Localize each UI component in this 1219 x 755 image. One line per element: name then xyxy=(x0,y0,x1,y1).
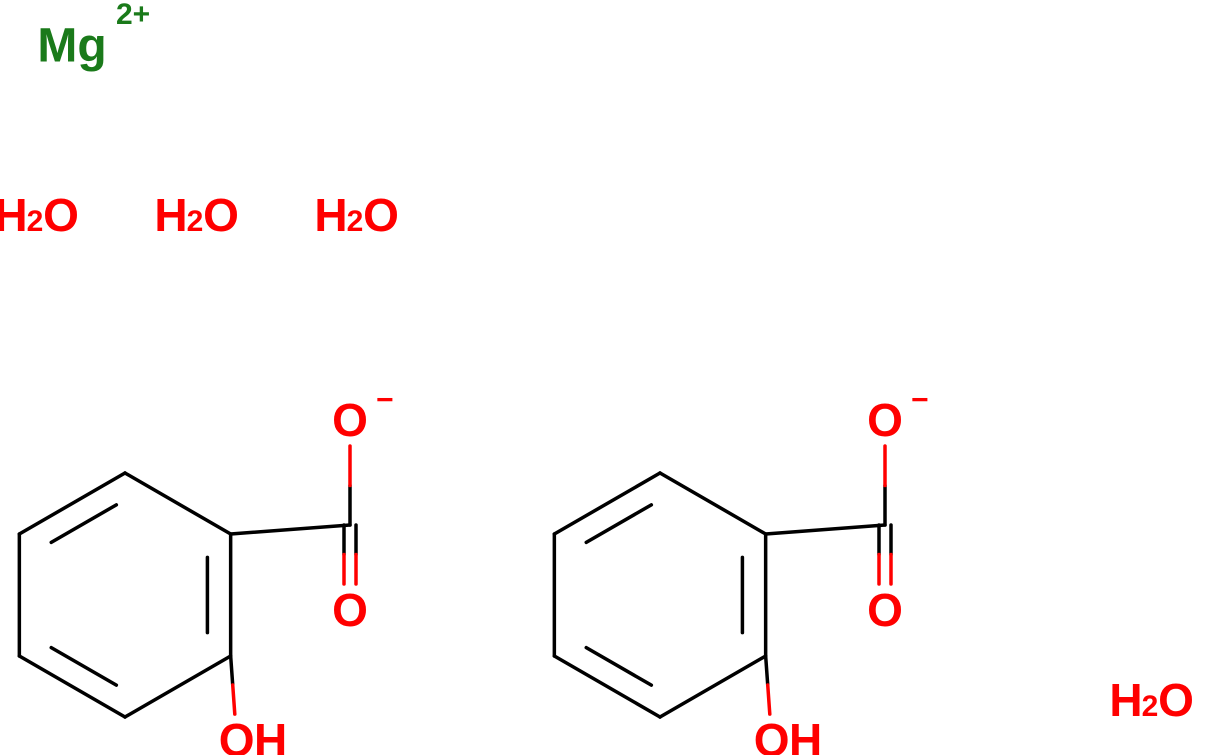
oxygen-anion: O xyxy=(867,394,903,446)
hydroxyl-oxygen: O xyxy=(219,714,255,755)
hydroxyl-oxygen: O xyxy=(754,714,790,755)
water-sub2: 2 xyxy=(27,205,44,238)
water-O: O xyxy=(1158,674,1194,726)
water-O: O xyxy=(203,189,239,241)
water-sub2: 2 xyxy=(1142,690,1159,723)
water-molecule: H2O xyxy=(314,189,399,241)
water-H: H xyxy=(1109,674,1142,726)
water-H: H xyxy=(314,189,347,241)
charge-minus: − xyxy=(911,384,929,417)
water-sub2: 2 xyxy=(187,205,204,238)
hydroxyl-hydrogen: H xyxy=(789,714,822,755)
oxygen-anion: O xyxy=(332,394,368,446)
water-molecule: H2O xyxy=(1109,674,1194,726)
water-H: H xyxy=(0,189,28,241)
water-O: O xyxy=(363,189,399,241)
charge-minus: − xyxy=(376,384,394,417)
water-sub2: 2 xyxy=(347,205,364,238)
mg-symbol: Mg xyxy=(37,20,106,73)
water-molecule: H2O xyxy=(154,189,239,241)
water-O: O xyxy=(43,189,79,241)
magnesium-ion: Mg 2+ xyxy=(37,0,150,73)
mg-charge: 2+ xyxy=(116,0,150,31)
water-H: H xyxy=(154,189,187,241)
carbonyl-oxygen: O xyxy=(867,584,903,636)
water-molecule: H2O xyxy=(0,189,79,241)
carbonyl-oxygen: O xyxy=(332,584,368,636)
hydroxyl-hydrogen: H xyxy=(254,714,287,755)
